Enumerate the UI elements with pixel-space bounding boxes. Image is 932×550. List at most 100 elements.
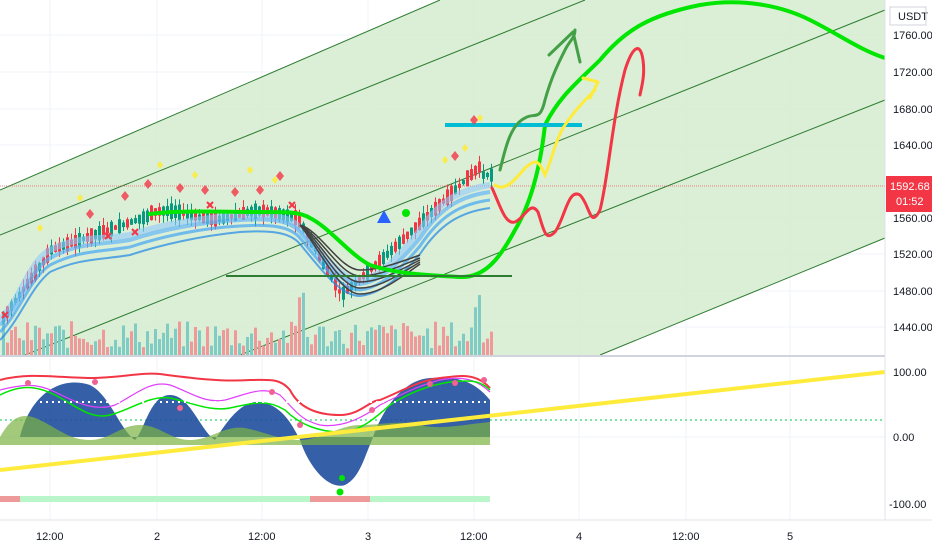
candle (454, 178, 457, 195)
volume-bar (146, 331, 149, 355)
currency-label: USDT (898, 11, 928, 23)
buy-dot-icon (402, 209, 410, 217)
volume-bar (2, 321, 5, 355)
volume-bar (422, 335, 425, 355)
currency-box (889, 6, 927, 26)
svg-text:1760.00: 1760.00 (893, 30, 932, 42)
volume-bar (378, 325, 381, 355)
volume-bar (242, 345, 245, 355)
volume-bar (178, 321, 181, 355)
volume-bar (82, 338, 85, 355)
volume-bar (98, 339, 101, 355)
volume-bar (354, 324, 357, 355)
volume-bar (74, 335, 77, 355)
volume-bar (322, 326, 325, 355)
forecast-red-path[interactable] (490, 47, 646, 238)
volume-bar (434, 321, 437, 355)
countdown-timer: 01:52 (896, 196, 924, 208)
candle (338, 282, 341, 302)
diamond-icon (157, 161, 163, 169)
diamond-icon (477, 114, 483, 122)
volume-bar (106, 347, 109, 355)
volume-bar (26, 322, 29, 355)
volume-bar (486, 338, 489, 355)
volume-bar (358, 340, 361, 355)
oscillator-dot-icon (297, 422, 303, 428)
diamond-icon (121, 191, 129, 201)
volume-bar (314, 334, 317, 355)
svg-text:1560.00: 1560.00 (893, 213, 932, 225)
volume-bar (270, 332, 273, 355)
oscillator-dot-icon (369, 407, 375, 413)
volume-bar (442, 326, 445, 355)
volume-bar (54, 326, 57, 355)
volume-bar (130, 331, 133, 355)
volume-bar (230, 345, 233, 355)
volume-bar (450, 322, 453, 355)
volume-bar (374, 329, 377, 355)
regression-channel[interactable] (0, 0, 885, 355)
triangle-up-icon[interactable] (377, 210, 391, 223)
svg-text:3: 3 (365, 531, 371, 543)
candle (134, 214, 137, 224)
oscillator-dot-icon (25, 380, 31, 386)
forecast-green-path[interactable] (498, 28, 577, 172)
volume-bar (426, 328, 429, 355)
volume-bar (122, 325, 125, 355)
svg-text:1520.00: 1520.00 (893, 249, 932, 261)
volume-bar (150, 343, 153, 355)
diamond-icon (201, 185, 209, 195)
volume-bar (218, 335, 221, 355)
time-axis[interactable] (0, 520, 932, 550)
current-price-tag[interactable] (886, 176, 932, 212)
candle (122, 220, 125, 232)
cross-icon (1, 311, 9, 319)
volume-bar (310, 344, 313, 355)
candle (474, 165, 477, 180)
forecast-yellow-path[interactable] (493, 88, 597, 189)
volume-bar (482, 342, 485, 355)
time-axis-labels: 12:00 2 12:00 3 12:00 4 12:00 5 (36, 531, 793, 543)
volume-bar (438, 345, 441, 355)
volume-bar (58, 325, 61, 355)
oscillator-dot-icon (481, 377, 487, 383)
svg-text:-100.00: -100.00 (889, 499, 926, 511)
forecast-green-arrow[interactable] (547, 30, 582, 64)
volume-bar (210, 345, 213, 355)
candle (462, 179, 465, 186)
state-bar-green (20, 496, 310, 502)
volume-bar (206, 326, 209, 355)
candle (478, 155, 481, 178)
volume-bar (398, 346, 401, 355)
oscillator-dot-icon (92, 379, 98, 385)
price-scale[interactable] (885, 0, 932, 520)
volume-bar (334, 331, 337, 355)
volume-bar (114, 339, 117, 355)
volume-bar (22, 340, 25, 355)
volume-bar (38, 327, 41, 355)
volume-bar (466, 341, 469, 355)
volume-bar (134, 323, 137, 355)
price-axis-labels: 1760.00 1720.00 1680.00 1640.00 1560.00 … (893, 30, 932, 334)
oscillator-wave-light (0, 416, 490, 445)
volume-bar (418, 335, 421, 355)
volume-bar (198, 330, 201, 355)
svg-text:1640.00: 1640.00 (893, 140, 932, 152)
forecast-yellow-arrow[interactable] (581, 76, 600, 100)
cross-icon (206, 201, 214, 209)
volume-bar (154, 329, 157, 355)
volume-bar (162, 332, 165, 355)
volume-bar (410, 331, 413, 355)
diamond-icon (176, 183, 184, 193)
volume-bar (278, 339, 281, 355)
volume-bar (250, 333, 253, 355)
volume-bar (446, 335, 449, 355)
volume-bar (470, 327, 473, 355)
channel-lines[interactable] (0, 0, 886, 356)
trend-line[interactable] (0, 370, 886, 472)
volume-bar (46, 333, 49, 355)
cross-icon (288, 201, 296, 209)
svg-text:2: 2 (154, 531, 160, 543)
